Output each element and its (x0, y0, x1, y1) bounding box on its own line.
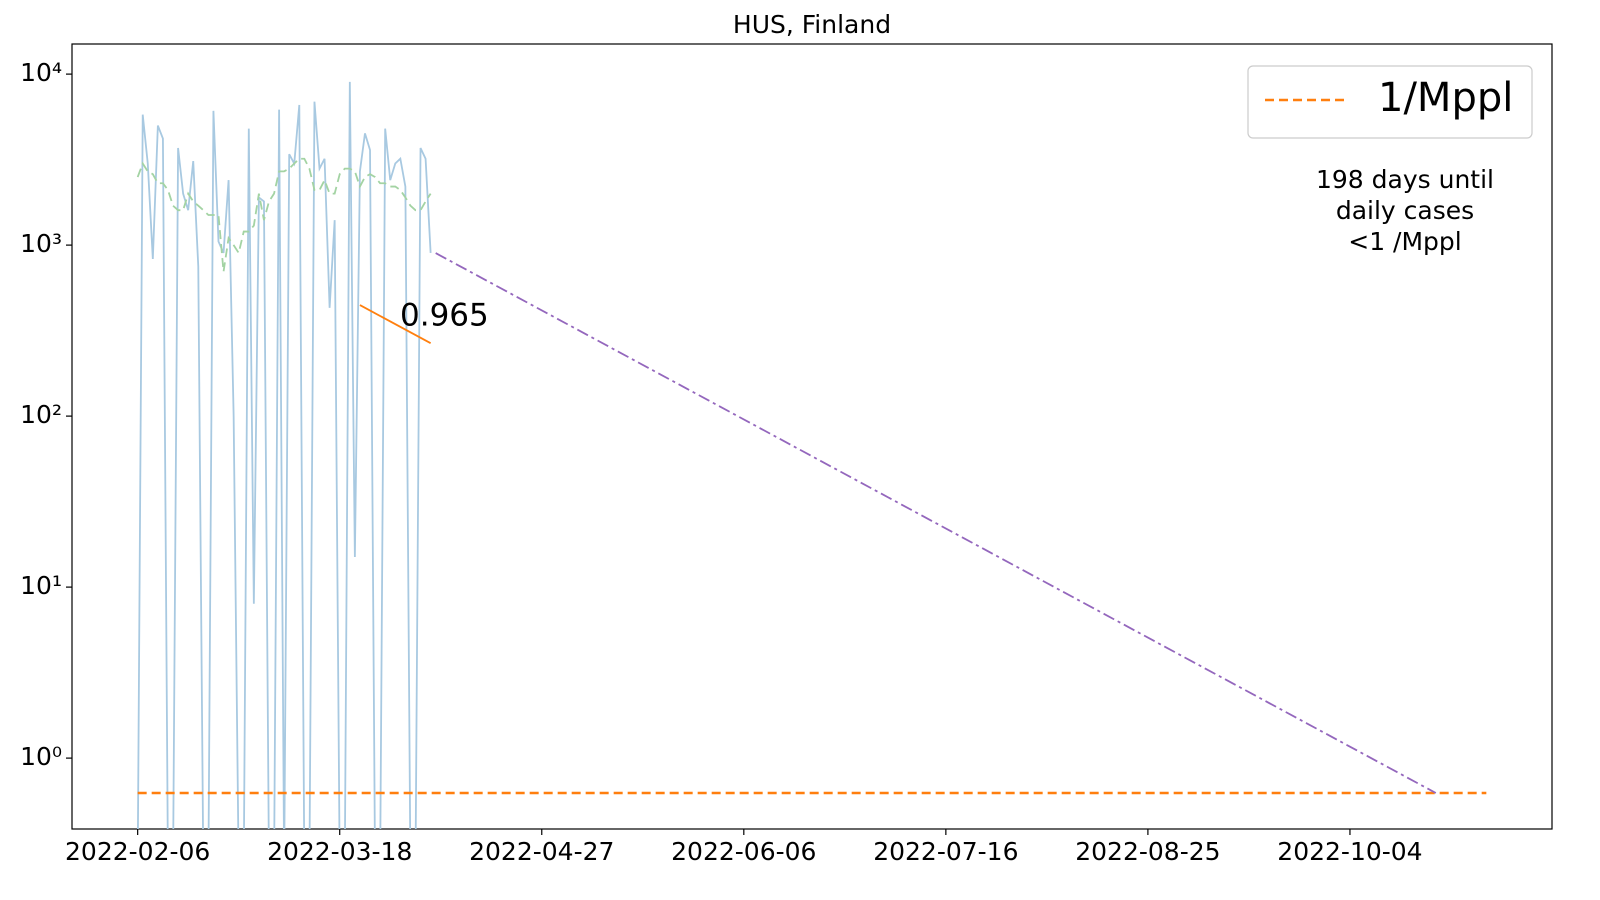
annotation-text: daily cases (1336, 196, 1474, 225)
x-tick-label: 2022-06-06 (671, 837, 816, 866)
y-tick-label: 10⁰ (20, 742, 62, 771)
plot-frame (71, 43, 1553, 830)
slope-label: 0.965 (400, 298, 489, 334)
x-tick-label: 2022-08-25 (1075, 837, 1220, 866)
chart-title: HUS, Finland (733, 10, 891, 39)
legend-box (1247, 65, 1533, 139)
y-tick-label: 10⁴ (20, 58, 62, 87)
y-tick-label: 10³ (20, 229, 62, 258)
plot-area (136, 81, 1487, 829)
annotation-text: 198 days until (1316, 165, 1494, 194)
series-line (137, 81, 432, 829)
x-tick-label: 2022-02-06 (65, 837, 210, 866)
legend-label: 1/Mppl (1378, 75, 1513, 121)
x-tick-label: 2022-07-16 (873, 837, 1018, 866)
y-tick-label: 10¹ (20, 571, 62, 600)
series-line (136, 157, 432, 272)
x-tick-label: 2022-04-27 (469, 837, 614, 866)
annotation-text: <1 /Mppl (1348, 227, 1461, 256)
x-tick-label: 2022-10-04 (1277, 837, 1422, 866)
series-line (359, 304, 432, 344)
series-line (435, 252, 1437, 794)
y-tick-label: 10² (20, 400, 62, 429)
x-tick-label: 2022-03-18 (267, 837, 412, 866)
